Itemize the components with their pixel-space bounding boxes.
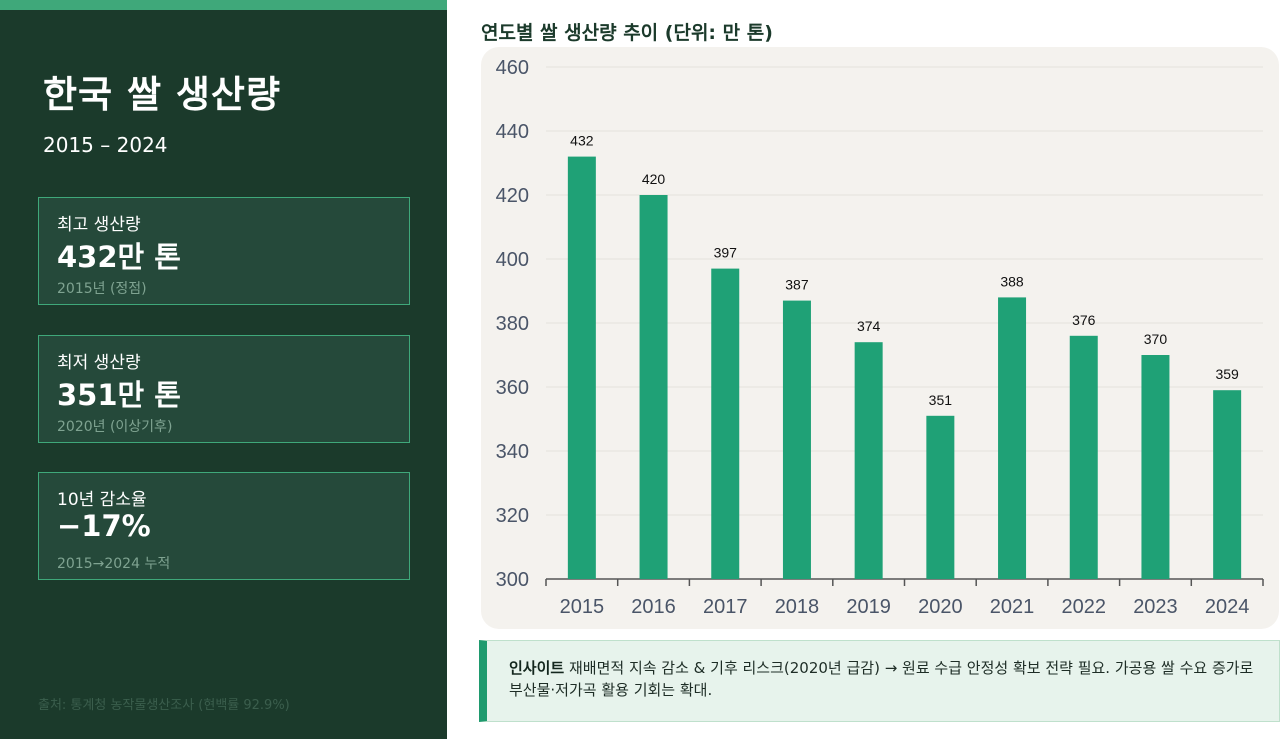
- stat-label: 최고 생산량: [57, 215, 141, 235]
- x-tick-label: 2017: [703, 596, 748, 618]
- insight-text: 인사이트 재배면적 지속 감소 & 기후 리스크(2020년 급감) → 원료 …: [509, 657, 1269, 701]
- data-label: 351: [929, 392, 953, 408]
- stat-note: 2020년 (이상기후): [57, 419, 173, 435]
- stat-card-decline: 10년 감소율 −17% 2015→2024 누적: [38, 472, 410, 580]
- x-tick-label: 2015: [560, 596, 605, 618]
- x-tick-label: 2022: [1062, 596, 1107, 618]
- stat-note: 2015→2024 누적: [57, 556, 171, 572]
- data-label: 432: [570, 133, 594, 149]
- y-tick-label: 340: [496, 441, 529, 463]
- stat-note: 2015년 (정점): [57, 281, 147, 297]
- bar: [854, 342, 883, 579]
- y-tick-label: 420: [496, 185, 529, 207]
- source-note: 출처: 통계청 농작물생산조사 (현백률 92.9%): [38, 698, 290, 713]
- accent-bar: [0, 0, 447, 10]
- bar: [1141, 355, 1170, 579]
- x-tick-label: 2018: [775, 596, 820, 618]
- x-tick-label: 2021: [990, 596, 1035, 618]
- period-subtitle: 2015 – 2024: [43, 133, 168, 157]
- bar: [639, 195, 668, 579]
- stat-value: −17%: [57, 509, 151, 543]
- bar: [711, 268, 740, 579]
- y-tick-label: 320: [496, 505, 529, 527]
- bar: [926, 415, 955, 579]
- y-tick-label: 440: [496, 121, 529, 143]
- data-label: 376: [1072, 312, 1096, 328]
- chart-panel: 300 320 340 360 380 400 420 440 460 432 2015 420 201…: [481, 47, 1279, 629]
- insight-body: 재배면적 지속 감소 & 기후 리스크(2020년 급감) → 원료 수급 안정…: [509, 659, 1254, 699]
- x-tick-label: 2016: [631, 596, 676, 618]
- page-title: 한국 쌀 생산량: [43, 73, 282, 116]
- bar: [998, 297, 1027, 579]
- bar-chart: 300 320 340 360 380 400 420 440 460 432 2015 420 201…: [496, 57, 1264, 618]
- bar: [1069, 335, 1098, 579]
- chart-title: 연도별 쌀 생산량 추이 (단위: 만 톤): [481, 22, 773, 44]
- stat-card-min: 최저 생산량 351만 톤 2020년 (이상기후): [38, 335, 410, 443]
- bar: [782, 300, 811, 579]
- insight-box: 인사이트 재배면적 지속 감소 & 기후 리스크(2020년 급감) → 원료 …: [479, 640, 1280, 722]
- data-label: 359: [1215, 366, 1239, 382]
- stat-label: 최저 생산량: [57, 353, 141, 373]
- data-label: 370: [1144, 331, 1168, 347]
- stat-label: 10년 감소율: [57, 490, 147, 510]
- x-tick-label: 2023: [1133, 596, 1178, 618]
- data-label: 388: [1000, 273, 1024, 289]
- y-tick-label: 380: [496, 313, 529, 335]
- y-tick-label: 460: [496, 57, 529, 79]
- data-label: 397: [714, 245, 738, 261]
- bar: [1213, 390, 1242, 579]
- data-label: 420: [642, 171, 666, 187]
- x-tick-label: 2024: [1205, 596, 1250, 618]
- y-tick-label: 400: [496, 249, 529, 271]
- stat-card-max: 최고 생산량 432만 톤 2015년 (정점): [38, 197, 410, 305]
- summary-panel: 한국 쌀 생산량 2015 – 2024 최고 생산량 432만 톤 2015년…: [0, 0, 447, 739]
- x-tick-label: 2019: [846, 596, 891, 618]
- y-tick-label: 300: [496, 569, 529, 591]
- insight-label: 인사이트: [509, 659, 565, 677]
- data-label: 387: [785, 277, 809, 293]
- x-tick-label: 2020: [918, 596, 963, 618]
- stat-value: 432만 톤: [57, 240, 181, 274]
- bar: [567, 156, 596, 579]
- data-label: 374: [857, 318, 881, 334]
- stat-value: 351만 톤: [57, 378, 181, 412]
- y-tick-label: 360: [496, 377, 529, 399]
